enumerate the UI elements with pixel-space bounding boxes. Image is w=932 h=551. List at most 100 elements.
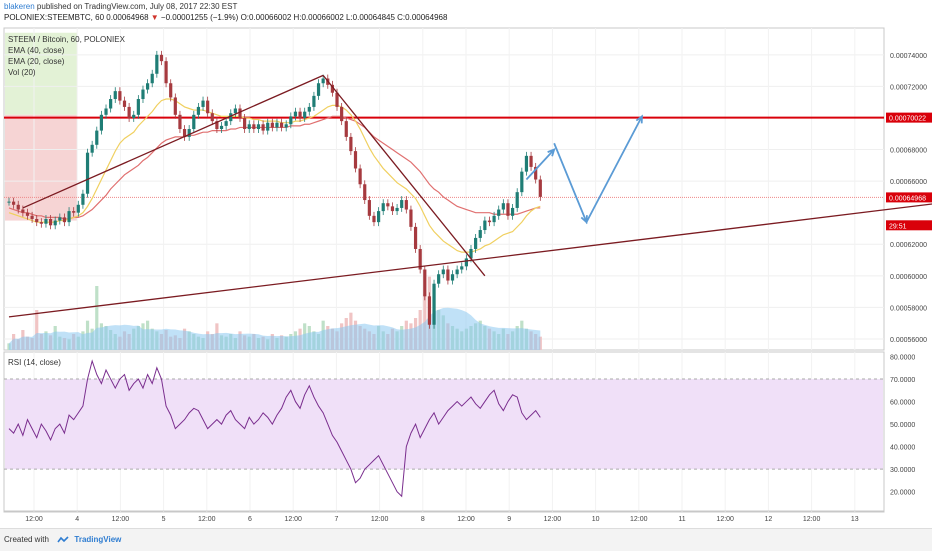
candle-body: [524, 155, 529, 172]
candle: [404, 196, 408, 214]
candle-body: [187, 129, 191, 137]
candle-body: [534, 166, 538, 180]
author-link[interactable]: blakeren: [4, 2, 35, 11]
down-arrow-icon: ▼: [150, 13, 159, 22]
candle-body: [266, 122, 270, 131]
rsi-line: [8, 359, 541, 498]
candle-body: [483, 220, 487, 231]
rsi-tick-label: 60.0000: [890, 400, 915, 407]
price-marker-label: 29:51: [889, 223, 907, 230]
candle: [192, 110, 196, 133]
candle-body: [418, 248, 422, 270]
candle-body: [173, 97, 177, 115]
candle-body: [423, 269, 427, 297]
candle-body: [201, 100, 205, 107]
candle-body: [335, 92, 339, 107]
ema40-line: [8, 115, 541, 220]
candle: [316, 79, 321, 100]
candle: [538, 175, 542, 201]
candle-body: [53, 220, 57, 226]
legend-ema20[interactable]: EMA (20, close): [8, 57, 65, 66]
candle-body: [132, 114, 136, 118]
candle-body: [243, 117, 247, 130]
red-zone: [5, 114, 77, 221]
price-tick-label: 0.00066000: [890, 179, 927, 186]
candle: [62, 213, 67, 227]
candle: [275, 118, 279, 132]
candle: [127, 102, 131, 122]
candle: [492, 211, 496, 227]
time-tick-label: 8: [421, 516, 425, 523]
candle-body: [284, 124, 288, 128]
candle-body: [146, 83, 150, 90]
candle-body: [252, 124, 256, 130]
candle: [266, 118, 270, 135]
candle: [358, 164, 362, 189]
trendline-support: [8, 203, 932, 318]
candle-body: [460, 266, 464, 270]
candle-body: [99, 114, 103, 131]
candle-body: [25, 212, 30, 216]
trendline-rise: [22, 74, 324, 209]
candle: [441, 265, 445, 279]
candle-body: [178, 114, 182, 130]
candle-body: [169, 83, 173, 98]
candle-body: [307, 106, 311, 112]
candle: [293, 107, 298, 121]
rsi-legend[interactable]: RSI (14, close): [8, 358, 61, 367]
candle: [118, 87, 122, 105]
candle-body: [492, 215, 496, 223]
tradingview-brand[interactable]: TradingView: [74, 535, 122, 544]
candle-body: [538, 179, 542, 197]
candle: [141, 85, 145, 103]
candle: [510, 203, 515, 220]
candle: [196, 102, 201, 119]
candle-body: [229, 113, 233, 122]
candle-body: [35, 218, 39, 223]
candle: [247, 120, 251, 133]
candle-body: [122, 100, 127, 107]
legend-volume[interactable]: Vol (20): [8, 68, 36, 77]
price-chart[interactable]: 0.00074000 0.00072000 0.00068000 0.00066000…: [0, 0, 932, 528]
time-tick-label: 9: [507, 516, 511, 523]
volume-bar: [95, 286, 99, 350]
candle-body: [7, 201, 11, 203]
legend-ema40[interactable]: EMA (40, close): [8, 46, 65, 55]
candle-body: [16, 204, 20, 210]
candle: [95, 126, 99, 149]
candle: [501, 199, 505, 214]
candle: [256, 120, 261, 133]
candle: [67, 207, 71, 227]
candle: [122, 96, 127, 111]
footer-bar: Created with TradingView: [0, 528, 932, 551]
time-tick-label: 10: [592, 516, 600, 523]
candle: [169, 79, 173, 102]
candle: [30, 211, 34, 223]
candle-body: [478, 230, 482, 238]
time-tick-label: 11: [678, 516, 685, 523]
projection-arrowhead: [580, 215, 588, 225]
chart-legend: STEEM / Bitcoin, 60, POLONIEX EMA (40, c…: [8, 34, 125, 78]
candle-body: [270, 122, 274, 128]
candle-body: [275, 122, 279, 128]
candle: [483, 216, 487, 234]
candle: [437, 270, 441, 288]
rsi-tick-label: 40.0000: [890, 445, 915, 452]
candle: [524, 151, 529, 176]
candle-body: [353, 151, 358, 169]
candle: [238, 104, 242, 122]
candle-body: [224, 121, 228, 126]
candle-body: [340, 106, 344, 122]
candle-body: [72, 211, 76, 213]
green-zone: [5, 32, 77, 115]
candle-body: [381, 203, 385, 212]
candle-body: [427, 296, 432, 325]
candle-body: [520, 171, 524, 193]
time-tick-label: 12:00: [716, 516, 734, 523]
candle: [201, 96, 205, 111]
candle-body: [62, 217, 67, 223]
candle: [90, 140, 94, 157]
candle-body: [164, 61, 168, 84]
candle: [44, 215, 48, 228]
candle-body: [409, 209, 413, 227]
